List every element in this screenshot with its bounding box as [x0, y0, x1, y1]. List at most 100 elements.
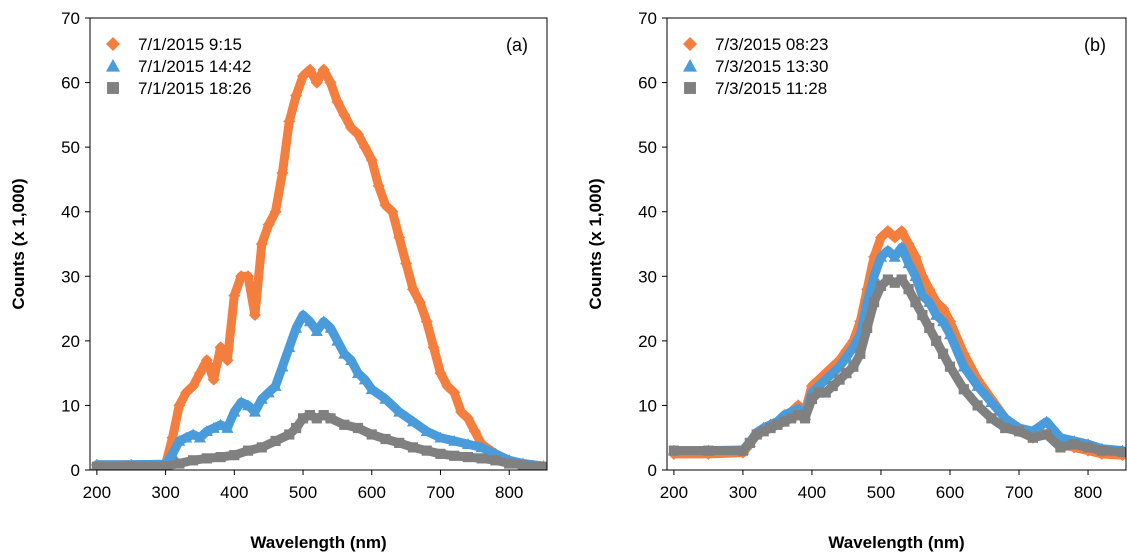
data-point [868, 270, 881, 282]
data-point [923, 296, 936, 307]
data-point [435, 448, 446, 459]
data-point [221, 354, 234, 367]
data-point [214, 341, 227, 354]
data-point [895, 241, 908, 253]
data-point [242, 445, 254, 456]
data-point [358, 141, 371, 154]
legend-item: 7/3/2015 11:28 [684, 79, 827, 98]
data-point [1000, 422, 1011, 434]
data-point [372, 179, 385, 192]
data-point [331, 95, 344, 108]
y-tick-label: 0 [648, 461, 657, 480]
series-layer [667, 225, 1126, 462]
data-point [434, 367, 447, 380]
data-point [324, 321, 337, 333]
data-point [290, 89, 303, 102]
data-point [972, 400, 983, 411]
legend-marker [106, 59, 120, 72]
data-point [242, 270, 255, 283]
data-point [461, 412, 474, 425]
data-point [1041, 429, 1052, 440]
data-point [187, 428, 200, 440]
data-point [420, 315, 433, 328]
x-tick-label: 500 [289, 483, 317, 502]
data-point [187, 455, 199, 466]
legend-label: 7/3/2015 13:30 [715, 57, 828, 76]
data-point [986, 413, 997, 424]
data-point [930, 309, 943, 320]
data-point [985, 396, 998, 407]
data-point [310, 76, 323, 89]
y-tick-label: 30 [638, 267, 657, 286]
data-point [248, 405, 261, 417]
data-point [352, 128, 365, 141]
data-point [207, 373, 220, 386]
x-tick-label: 200 [83, 483, 111, 502]
legend-marker [683, 37, 697, 51]
data-point [881, 225, 894, 238]
data-point [868, 297, 880, 308]
data-point [160, 461, 171, 470]
data-point [427, 341, 440, 354]
data-point [91, 461, 102, 470]
data-point [896, 274, 907, 285]
legend-label: 7/3/2015 11:28 [715, 79, 827, 98]
data-point [1040, 415, 1053, 427]
data-point [924, 322, 935, 334]
data-point [957, 360, 970, 372]
x-axis-title: Wavelength (nm) [250, 533, 386, 552]
data-point [406, 415, 419, 427]
legend-item: 7/1/2015 9:15 [106, 35, 242, 54]
series-1 [90, 309, 547, 470]
data-point [269, 380, 282, 391]
series-2 [91, 410, 547, 470]
data-point [310, 325, 323, 336]
y-tick-label: 20 [61, 332, 80, 351]
y-tick-label: 60 [61, 74, 80, 93]
data-point [909, 270, 922, 282]
data-point [1055, 442, 1066, 453]
data-point [441, 380, 454, 393]
data-point [126, 461, 137, 470]
data-point [937, 302, 950, 315]
data-point [958, 384, 969, 395]
x-axis-title: Wavelength (nm) [828, 533, 964, 552]
data-point [903, 284, 914, 295]
y-tick-label: 40 [61, 203, 80, 222]
y-tick-label: 50 [638, 138, 657, 157]
data-point [393, 405, 406, 417]
data-point [703, 445, 714, 456]
data-point [228, 289, 241, 302]
data-point [1027, 432, 1038, 443]
data-point [944, 361, 956, 372]
legend-label: 7/1/2015 14:42 [138, 57, 251, 76]
y-tick-label: 70 [61, 9, 80, 28]
data-point [840, 351, 853, 362]
data-point [338, 108, 351, 121]
data-point [538, 461, 547, 470]
data-point [937, 315, 950, 327]
data-point [902, 257, 915, 269]
y-tick-label: 20 [638, 332, 657, 351]
data-point [971, 380, 984, 391]
legend-marker [683, 59, 697, 72]
data-point [744, 437, 755, 448]
plot-frame [89, 17, 548, 471]
data-point [338, 347, 351, 359]
y-tick-label: 30 [61, 267, 80, 286]
data-point [406, 283, 419, 296]
series-line [92, 65, 547, 470]
data-point [358, 373, 371, 385]
data-point [248, 309, 261, 322]
data-point [262, 386, 275, 398]
data-point [173, 434, 186, 446]
data-point [365, 154, 378, 167]
data-point [291, 422, 302, 434]
series-line [669, 226, 1126, 460]
data-point [221, 422, 234, 433]
data-point [421, 445, 432, 456]
data-point [888, 231, 901, 244]
data-point [917, 309, 928, 321]
data-point [895, 225, 908, 238]
